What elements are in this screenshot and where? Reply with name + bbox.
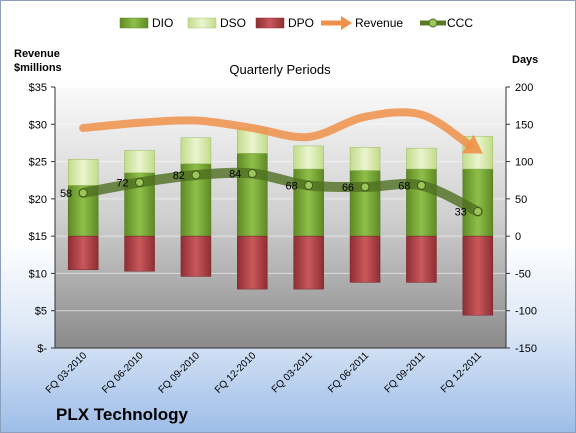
dso-bar <box>180 137 212 165</box>
right-tick-label: 100 <box>515 157 533 169</box>
right-tick-label: 0 <box>515 231 521 243</box>
dso-bar <box>124 150 155 174</box>
left-axis-title-line2: $millions <box>14 62 62 74</box>
right-axis: 200 150 100 50 0 -50 -100 -150 <box>505 82 537 355</box>
legend-label-dpo: DPO <box>288 16 314 30</box>
ccc-data-label: 58 <box>60 188 72 200</box>
ccc-point <box>416 180 426 190</box>
category-axis: FQ 03-2010 FQ 06-2010 FQ 09-2010 FQ 12-2010… <box>44 350 484 396</box>
category-label: FQ 12-2010 <box>213 350 259 396</box>
dio-bar <box>349 170 381 237</box>
left-tick-label: $25 <box>29 157 47 169</box>
ccc-data-label: 33 <box>455 207 467 219</box>
left-axis: $35 $30 $25 $20 $15 $10 $5 $- <box>29 82 506 355</box>
ccc-point <box>473 207 483 217</box>
ccc-point <box>304 180 314 190</box>
legend-swatch-revenue-arrowhead <box>341 16 352 30</box>
right-tick-label: -150 <box>515 343 537 355</box>
legend-swatch-dpo <box>255 17 285 29</box>
ccc-line <box>78 167 483 217</box>
left-axis-title-line1: Revenue <box>14 48 60 60</box>
revenue-line <box>79 108 474 150</box>
right-axis-title: Days <box>512 54 538 66</box>
dpo-bar <box>180 235 212 277</box>
left-tick-label: $5 <box>35 306 47 318</box>
left-tick-label: $15 <box>29 231 47 243</box>
left-tick-label: $35 <box>29 82 47 94</box>
right-tick-label: 50 <box>515 194 527 206</box>
category-label: FQ 06-2010 <box>100 350 146 396</box>
left-tick-label: $20 <box>29 194 47 206</box>
right-tick-label: -50 <box>515 268 531 280</box>
ccc-series: 58 72 82 84 68 66 68 33 <box>60 167 483 219</box>
category-label: FQ 06-2011 <box>326 350 371 395</box>
ccc-data-label: 82 <box>173 170 185 182</box>
right-tick-label: 200 <box>515 82 533 94</box>
company-name: PLX Technology <box>56 405 188 424</box>
chart-title: Quarterly Periods <box>229 62 331 77</box>
ccc-point <box>78 188 88 198</box>
category-label: FQ 09-2010 <box>157 350 203 396</box>
revenue-series <box>79 108 483 154</box>
revenue-arrowhead <box>461 134 483 154</box>
dpo-bar <box>67 235 99 270</box>
dpo-bar <box>124 235 155 272</box>
legend-label-ccc: CCC <box>447 16 473 30</box>
dso-bar <box>349 147 381 171</box>
ccc-point <box>135 177 145 187</box>
dso-bar <box>293 145 324 170</box>
left-tick-label: $- <box>37 343 47 355</box>
ccc-data-label: 68 <box>398 180 410 192</box>
category-label: FQ 09-2011 <box>383 350 428 395</box>
dio-bar <box>237 153 268 237</box>
ccc-point <box>191 170 201 180</box>
dpo-bar <box>293 235 324 290</box>
category-label: FQ 03-2010 <box>44 350 90 396</box>
right-tick-label: -100 <box>515 306 537 318</box>
right-tick-label: 150 <box>515 119 533 131</box>
dso-bar <box>67 159 99 186</box>
dio-bar <box>406 168 437 237</box>
ccc-data-label: 68 <box>285 180 297 192</box>
legend-label-dso: DSO <box>220 16 246 30</box>
dpo-bar <box>237 235 268 290</box>
ccc-data-label: 72 <box>116 177 128 189</box>
ccc-point <box>247 169 257 179</box>
dpo-bar <box>462 235 494 316</box>
legend-swatch-dso <box>187 17 217 29</box>
category-label: FQ 12-2011 <box>439 350 484 395</box>
dso-bar <box>406 147 437 170</box>
ccc-point <box>360 182 370 192</box>
ccc-data-label: 66 <box>342 182 354 194</box>
category-label: FQ 03-2011 <box>270 350 315 395</box>
left-tick-label: $10 <box>29 268 47 280</box>
legend-label-revenue: Revenue <box>355 16 403 30</box>
legend-swatch-ccc-marker <box>428 18 438 28</box>
ccc-data-label: 84 <box>229 169 241 181</box>
legend-label-dio: DIO <box>152 16 173 30</box>
legend: DIO DSO DPO Revenue CCC <box>119 16 473 30</box>
legend-swatch-dio <box>119 17 149 29</box>
dpo-bar <box>406 235 437 283</box>
left-tick-label: $30 <box>29 119 47 131</box>
dpo-bar <box>349 235 381 283</box>
